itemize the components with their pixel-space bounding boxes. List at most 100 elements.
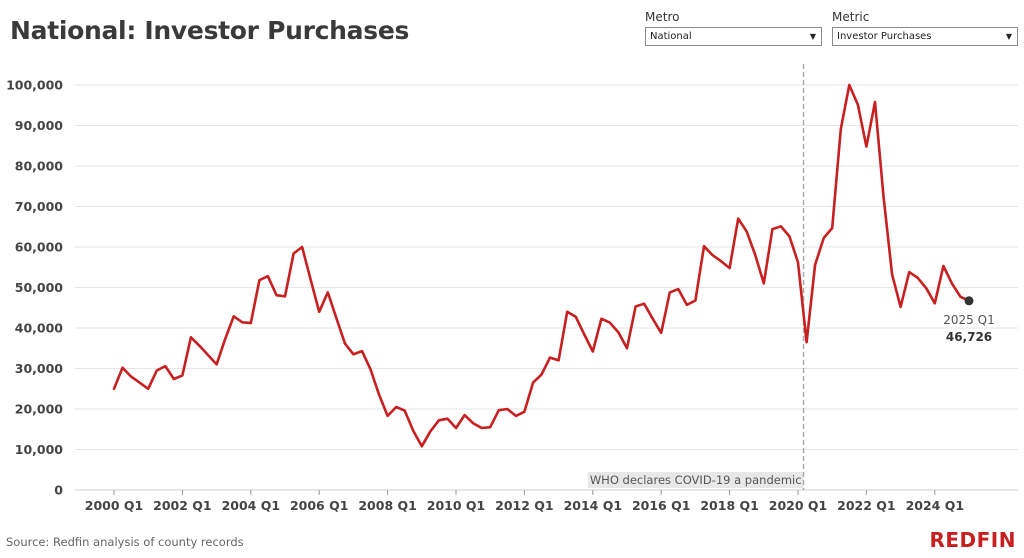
data-point [335, 317, 337, 319]
data-point [386, 415, 388, 417]
x-tick-label: 2022 Q1 [837, 498, 895, 513]
last-point-marker [964, 296, 974, 306]
metric-filter: Metric Investor Purchases ▼ [832, 10, 1018, 46]
data-point [583, 333, 585, 335]
data-point [378, 394, 380, 396]
data-point [891, 273, 893, 275]
data-point [156, 369, 158, 371]
y-tick-label: 60,000 [15, 240, 64, 255]
x-tick-label: 2000 Q1 [85, 498, 143, 513]
data-point [959, 296, 961, 298]
data-point [797, 261, 799, 263]
metro-dropdown[interactable]: National ▼ [645, 27, 822, 46]
data-point [455, 427, 457, 429]
data-point [763, 282, 765, 284]
data-point [412, 430, 414, 432]
data-point [848, 84, 850, 86]
data-point [788, 235, 790, 237]
metric-dropdown[interactable]: Investor Purchases ▼ [832, 27, 1018, 46]
covid-annotation-bg [587, 472, 804, 488]
data-point [164, 365, 166, 367]
data-point [549, 356, 551, 358]
y-tick-label: 90,000 [15, 118, 64, 133]
source-note: Source: Redfin analysis of county record… [6, 535, 244, 549]
data-point [686, 304, 688, 306]
y-tick-label: 50,000 [15, 280, 64, 295]
metro-dropdown-value: National [650, 31, 692, 42]
data-point [327, 291, 329, 293]
data-point [215, 363, 217, 365]
y-tick-label: 20,000 [15, 402, 64, 417]
y-tick-label: 40,000 [15, 321, 64, 336]
data-point [404, 409, 406, 411]
data-point [746, 230, 748, 232]
x-tick-label: 2002 Q1 [153, 498, 211, 513]
data-point [720, 260, 722, 262]
data-point [532, 381, 534, 383]
y-tick-label: 100,000 [6, 78, 63, 93]
x-tick-label: 2020 Q1 [769, 498, 827, 513]
metro-filter-label: Metro [645, 10, 680, 24]
data-point [617, 331, 619, 333]
data-point [557, 359, 559, 361]
metro-filter: Metro National ▼ [645, 10, 822, 46]
data-point [506, 408, 508, 410]
data-point [669, 291, 671, 293]
data-point [318, 311, 320, 313]
data-point [352, 353, 354, 355]
data-point [438, 419, 440, 421]
chevron-down-icon: ▼ [809, 32, 816, 41]
data-point [224, 338, 226, 340]
data-point [515, 415, 517, 417]
data-point [925, 287, 927, 289]
data-point [660, 332, 662, 334]
data-point [634, 305, 636, 307]
data-point [344, 342, 346, 344]
data-point [754, 254, 756, 256]
redfin-logo: REDFIN [929, 528, 1016, 552]
last-point-value-label: 46,726 [946, 330, 992, 344]
data-point [874, 101, 876, 103]
data-point [737, 217, 739, 219]
data-point [600, 317, 602, 319]
x-tick-label: 2018 Q1 [700, 498, 758, 513]
x-tick-label: 2010 Q1 [427, 498, 485, 513]
data-point [138, 381, 140, 383]
data-point [284, 295, 286, 297]
data-point [147, 388, 149, 390]
data-point [677, 288, 679, 290]
data-point [480, 427, 482, 429]
data-point [694, 299, 696, 301]
metric-dropdown-value: Investor Purchases [837, 31, 932, 42]
data-point [292, 252, 294, 254]
y-tick-label: 0 [54, 483, 63, 498]
data-point [198, 345, 200, 347]
data-point [651, 317, 653, 319]
data-point [113, 388, 115, 390]
data-point [899, 306, 901, 308]
data-point [840, 128, 842, 130]
x-tick-label: 2004 Q1 [222, 498, 280, 513]
data-point [728, 267, 730, 269]
data-point [566, 311, 568, 313]
data-point [421, 445, 423, 447]
data-point [463, 414, 465, 416]
data-point [207, 354, 209, 356]
x-tick-label: 2016 Q1 [632, 498, 690, 513]
data-point [609, 322, 611, 324]
last-point-date-label: 2025 Q1 [943, 313, 994, 327]
data-point [934, 302, 936, 304]
data-point [908, 271, 910, 273]
data-point [472, 422, 474, 424]
data-point [711, 254, 713, 256]
data-point [865, 145, 867, 147]
data-point [301, 246, 303, 248]
x-tick-label: 2014 Q1 [564, 498, 622, 513]
x-tick-label: 2024 Q1 [906, 498, 964, 513]
data-point [173, 378, 175, 380]
data-point [643, 303, 645, 305]
data-point [233, 315, 235, 317]
data-point [429, 430, 431, 432]
data-point [703, 245, 705, 247]
